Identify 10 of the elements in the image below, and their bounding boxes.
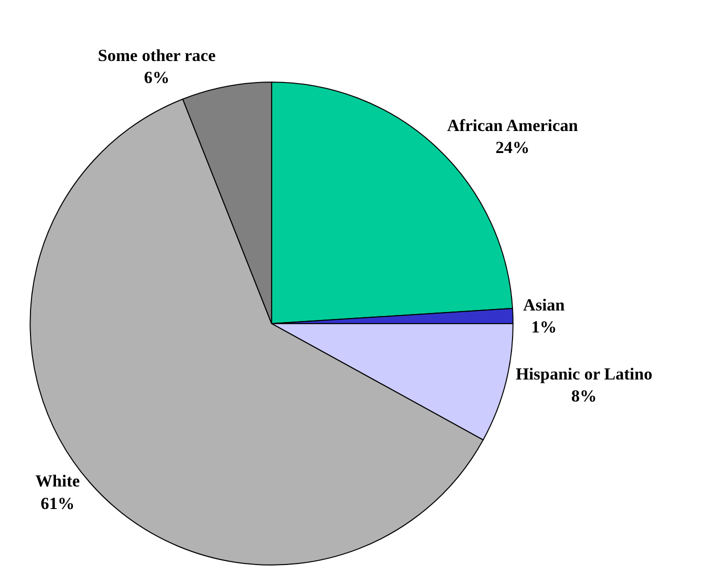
data-label: 6% — [144, 68, 170, 88]
data-label: 8% — [571, 386, 597, 406]
slice-label: Hispanic or Latino — [516, 364, 652, 384]
slice-label: Some other race — [98, 46, 216, 66]
data-label: 24% — [496, 138, 530, 158]
data-label: 1% — [531, 318, 557, 337]
data-label: 61% — [40, 494, 75, 513]
slice-label: White — [35, 472, 80, 491]
slice-label: African American — [447, 116, 578, 136]
slice-label: Asian — [523, 295, 566, 314]
